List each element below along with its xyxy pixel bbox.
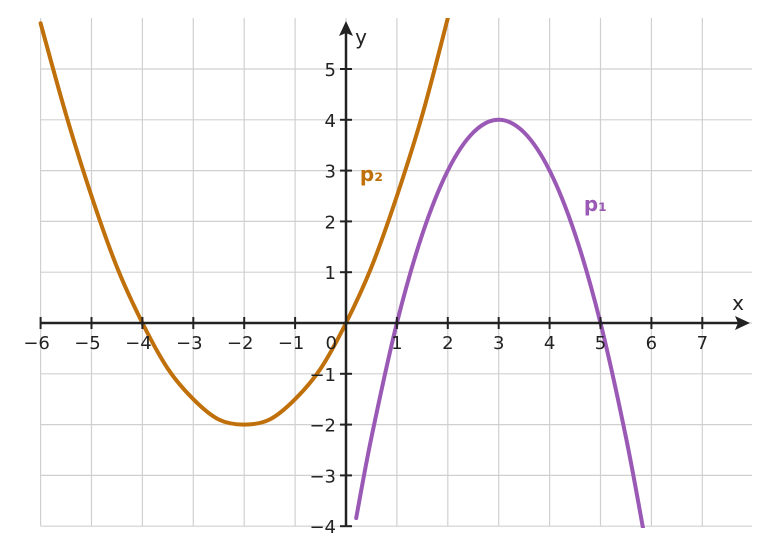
curve-p1 [354,117,646,528]
x-tick-label: −4 [125,333,152,354]
y-axis-title: y [355,25,367,49]
x-tick-label: −3 [176,333,203,354]
curves: p₁ p₂ [38,18,646,528]
x-tick-label: 4 [544,333,555,354]
y-tick-label: −1 [309,365,336,386]
tick-marks [39,68,704,528]
y-tick-label: −2 [309,416,336,437]
x-tick-label: 3 [493,333,504,354]
grid-lines [39,18,752,527]
x-tick-label: 7 [697,333,708,354]
curve-label-p2: p₂ [360,162,383,186]
y-tick-label: −4 [309,517,336,538]
x-tick-label: −2 [227,333,254,354]
y-tick-label: 4 [325,111,336,132]
x-axis-title: x [732,291,744,315]
curve-label-p1: p₁ [584,192,607,216]
origin-label: 0 [326,333,337,354]
y-tick-label: 1 [325,263,336,284]
x-tick-label: −6 [23,333,50,354]
x-tick-label: −1 [278,333,305,354]
y-tick-label: 3 [325,162,336,183]
y-tick-label: −3 [309,466,336,487]
y-axis-arrow [339,21,353,36]
y-tick-label: 5 [325,60,336,81]
x-tick-label: 1 [391,333,402,354]
curve-p2 [38,18,450,427]
tick-labels: −6 −5 −4 −3 −2 −1 1 2 3 4 5 6 7 5 4 3 2 1 −1 −2 −3 −4 0 [23,60,708,538]
curve-area [38,18,646,528]
x-tick-label: −5 [74,333,101,354]
axes: xy [40,21,750,526]
x-axis-arrow [735,316,750,330]
x-tick-label: 2 [442,333,453,354]
y-tick-label: 2 [325,212,336,233]
x-tick-label: 5 [595,333,606,354]
x-tick-label: 6 [646,333,657,354]
